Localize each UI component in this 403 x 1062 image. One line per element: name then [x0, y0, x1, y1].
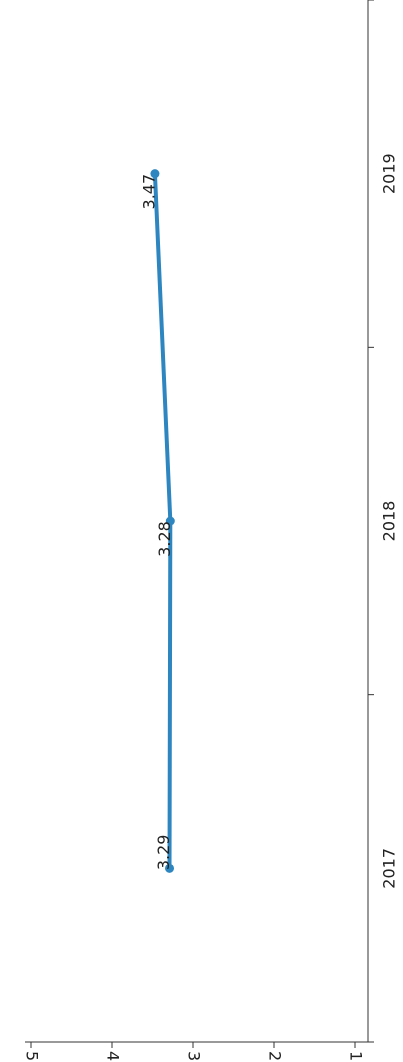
value-tick-label: 5 [23, 1051, 42, 1061]
value-tick-label: 2 [266, 1051, 285, 1061]
category-label: 2018 [380, 501, 399, 542]
value-tick-label: 4 [104, 1051, 123, 1061]
data-label: 3.28 [155, 521, 174, 557]
category-label: 2017 [380, 848, 399, 889]
data-point [165, 863, 175, 873]
value-tick-label: 1 [347, 1051, 366, 1061]
value-tick-label: 3 [185, 1051, 204, 1061]
data-label: 3.29 [154, 835, 173, 871]
data-point [165, 516, 175, 526]
category-label: 2019 [380, 153, 399, 194]
data-label: 3.47 [139, 174, 158, 210]
data-point [150, 169, 160, 179]
